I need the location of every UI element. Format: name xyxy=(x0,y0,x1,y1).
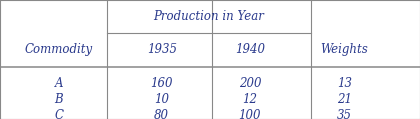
Text: Production in Year: Production in Year xyxy=(154,10,264,23)
Text: 80: 80 xyxy=(154,109,169,119)
Text: 1940: 1940 xyxy=(235,43,265,57)
Text: B: B xyxy=(55,93,63,107)
Text: 160: 160 xyxy=(150,77,173,90)
Text: A: A xyxy=(55,77,63,90)
Text: 1935: 1935 xyxy=(147,43,177,57)
Text: 10: 10 xyxy=(154,93,169,107)
Text: Weights: Weights xyxy=(320,43,368,57)
Text: 21: 21 xyxy=(337,93,352,107)
Text: 200: 200 xyxy=(239,77,261,90)
Text: C: C xyxy=(54,109,63,119)
Text: 13: 13 xyxy=(337,77,352,90)
Text: 12: 12 xyxy=(242,93,257,107)
Text: Commodity: Commodity xyxy=(25,43,93,57)
Text: 100: 100 xyxy=(239,109,261,119)
Text: 35: 35 xyxy=(337,109,352,119)
